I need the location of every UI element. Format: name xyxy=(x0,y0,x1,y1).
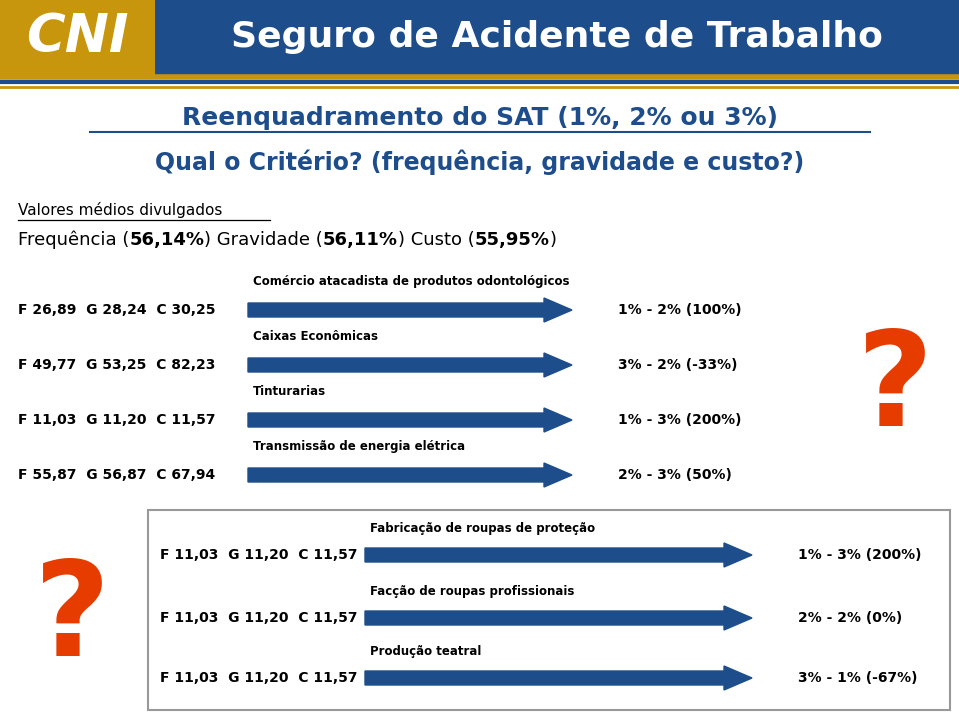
Text: Reenquadramento do SAT (1%, 2% ou 3%): Reenquadramento do SAT (1%, 2% ou 3%) xyxy=(181,106,778,130)
Text: F 55,87  G 56,87  C 67,94: F 55,87 G 56,87 C 67,94 xyxy=(18,468,215,482)
Text: ) Gravidade (: ) Gravidade ( xyxy=(204,231,323,249)
FancyArrow shape xyxy=(248,463,572,487)
FancyArrow shape xyxy=(248,353,572,377)
Text: F 11,03  G 11,20  C 11,57: F 11,03 G 11,20 C 11,57 xyxy=(18,413,216,427)
Text: 3% - 2% (-33%): 3% - 2% (-33%) xyxy=(618,358,737,372)
Text: 3% - 1% (-67%): 3% - 1% (-67%) xyxy=(798,671,918,685)
FancyArrow shape xyxy=(365,606,752,630)
Text: F 11,03  G 11,20  C 11,57: F 11,03 G 11,20 C 11,57 xyxy=(160,611,358,625)
Text: 1% - 2% (100%): 1% - 2% (100%) xyxy=(618,303,741,317)
Text: CNI: CNI xyxy=(26,11,129,63)
Text: Qual o Critério? (frequência, gravidade e custo?): Qual o Critério? (frequência, gravidade … xyxy=(154,149,805,174)
Text: Frequência (: Frequência ( xyxy=(18,230,129,249)
Text: ?: ? xyxy=(856,327,933,454)
Text: F 11,03  G 11,20  C 11,57: F 11,03 G 11,20 C 11,57 xyxy=(160,671,358,685)
Text: F 26,89  G 28,24  C 30,25: F 26,89 G 28,24 C 30,25 xyxy=(18,303,216,317)
FancyArrow shape xyxy=(248,408,572,432)
Bar xyxy=(148,510,950,710)
Text: ?: ? xyxy=(34,556,110,684)
Text: Valores médios divulgados: Valores médios divulgados xyxy=(18,202,222,218)
FancyArrow shape xyxy=(365,666,752,690)
Text: ): ) xyxy=(550,231,557,249)
Bar xyxy=(155,0,959,75)
Text: Tinturarias: Tinturarias xyxy=(253,385,326,398)
Text: Transmissão de energia elétrica: Transmissão de energia elétrica xyxy=(253,440,465,453)
Text: Fabricação de roupas de proteção: Fabricação de roupas de proteção xyxy=(370,522,596,535)
Text: 2% - 2% (0%): 2% - 2% (0%) xyxy=(798,611,902,625)
Text: Produção teatral: Produção teatral xyxy=(370,645,481,658)
Text: Comércio atacadista de produtos odontológicos: Comércio atacadista de produtos odontoló… xyxy=(253,275,570,288)
Text: 56,11%: 56,11% xyxy=(323,231,398,249)
Text: Facção de roupas profissionais: Facção de roupas profissionais xyxy=(370,585,574,598)
Text: F 49,77  G 53,25  C 82,23: F 49,77 G 53,25 C 82,23 xyxy=(18,358,216,372)
Text: Caixas Econômicas: Caixas Econômicas xyxy=(253,330,378,343)
Text: ) Custo (: ) Custo ( xyxy=(398,231,475,249)
Text: 55,95%: 55,95% xyxy=(475,231,550,249)
Text: F 11,03  G 11,20  C 11,57: F 11,03 G 11,20 C 11,57 xyxy=(160,548,358,562)
Text: 1% - 3% (200%): 1% - 3% (200%) xyxy=(798,548,922,562)
FancyArrow shape xyxy=(365,543,752,567)
Text: 56,14%: 56,14% xyxy=(129,231,204,249)
Text: Seguro de Acidente de Trabalho: Seguro de Acidente de Trabalho xyxy=(231,21,883,55)
Text: 1% - 3% (200%): 1% - 3% (200%) xyxy=(618,413,741,427)
Bar xyxy=(0,0,155,75)
Text: 2% - 3% (50%): 2% - 3% (50%) xyxy=(618,468,732,482)
FancyArrow shape xyxy=(248,298,572,322)
